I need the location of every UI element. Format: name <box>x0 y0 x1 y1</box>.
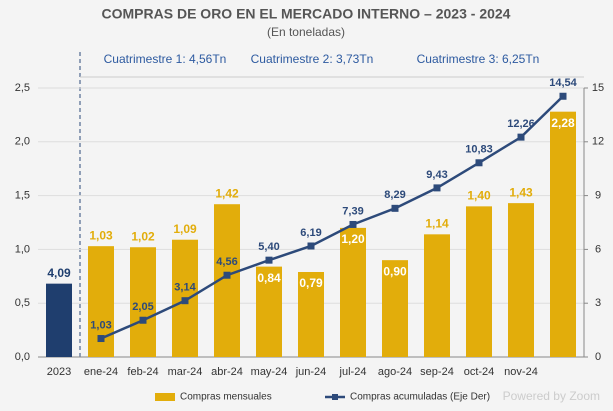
value-label: 3,14 <box>174 282 196 294</box>
value-label: 1,14 <box>425 217 449 231</box>
annotation: Cuatrimestre 2: 3,73Tn <box>251 52 374 66</box>
value-label: 10,83 <box>465 144 493 156</box>
line <box>100 95 564 340</box>
chart-title: COMPRAS DE ORO EN EL MERCADO INTERNO – 2… <box>102 6 511 22</box>
y2-tick-label: 15 <box>592 82 604 94</box>
line-point <box>433 184 441 192</box>
value-label: 1,03 <box>90 319 111 331</box>
bar <box>466 206 492 357</box>
x-tick-label: mar-24 <box>168 366 203 378</box>
line-point <box>349 220 357 228</box>
chart-subtitle: (En toneladas) <box>267 25 345 39</box>
value-label: 9,43 <box>426 169 447 181</box>
line-point <box>307 242 315 250</box>
line-point <box>559 92 567 100</box>
value-label: 0,79 <box>299 276 323 290</box>
bar <box>340 227 366 357</box>
bar <box>298 271 324 357</box>
y-tick-label: 0,0 <box>15 351 30 363</box>
value-label: 1,02 <box>131 229 155 243</box>
bar <box>46 283 72 357</box>
value-label: 1,03 <box>89 228 113 242</box>
x-tick-label: may-24 <box>251 366 288 378</box>
x-tick-label: abr-24 <box>211 366 243 378</box>
value-label: 1,42 <box>215 186 239 200</box>
value-label: 7,39 <box>342 205 363 217</box>
legend-swatch <box>332 394 338 400</box>
y2-tick-label: 12 <box>592 136 604 148</box>
value-label: 1,09 <box>173 222 197 236</box>
value-label: 8,29 <box>384 189 405 201</box>
y2-tick-label: 9 <box>595 190 601 202</box>
watermark: Powered by Zoom <box>503 389 600 403</box>
line-point <box>223 271 231 279</box>
y-tick-label: 1,0 <box>15 243 30 255</box>
x-tick-label: sep-24 <box>420 366 454 378</box>
value-label: 0,90 <box>383 264 407 278</box>
annotation: Cuatrimestre 3: 6,25Tn <box>417 52 540 66</box>
bar <box>130 247 156 357</box>
x-tick-label: ene-24 <box>84 366 118 378</box>
line-point <box>475 159 483 167</box>
legend-label: Compras mensuales <box>180 392 272 403</box>
x-tick-label: ago-24 <box>378 366 412 378</box>
value-label: 6,19 <box>300 227 321 239</box>
bar <box>508 203 534 357</box>
y-tick-label: 0,5 <box>15 297 30 309</box>
bar <box>550 111 576 357</box>
x-tick-label: jul-24 <box>339 366 367 378</box>
line-point <box>517 133 525 141</box>
value-label: 0,84 <box>257 271 281 285</box>
y2-tick-label: 3 <box>595 297 601 309</box>
legend-label: Compras acumuladas (Eje Der) <box>350 392 490 403</box>
y-tick-label: 2,5 <box>15 82 30 94</box>
y2-tick-label: 6 <box>595 243 601 255</box>
x-tick-label: jun-24 <box>295 366 327 378</box>
bar <box>256 266 282 357</box>
value-label: 12,26 <box>507 118 535 130</box>
y-tick-label: 2,0 <box>15 136 30 148</box>
value-label: 4,56 <box>216 256 237 268</box>
value-label: 1,20 <box>341 232 365 246</box>
value-label: 1,43 <box>509 185 533 199</box>
annotation: Cuatrimestre 1: 4,56Tn <box>104 52 227 66</box>
y2-tick-label: 0 <box>595 351 601 363</box>
bar <box>382 260 408 357</box>
line-point <box>265 256 273 264</box>
value-label: 5,40 <box>258 241 279 253</box>
line-point <box>181 297 189 305</box>
value-label: 4,09 <box>47 266 71 280</box>
line-point <box>391 204 399 212</box>
x-tick-label: 2023 <box>47 366 71 378</box>
y-tick-label: 1,5 <box>15 190 30 202</box>
x-tick-label: nov-24 <box>504 366 538 378</box>
value-label: 2,05 <box>132 301 153 313</box>
x-tick-label: feb-24 <box>127 366 158 378</box>
line-point <box>139 316 147 324</box>
line-point <box>97 335 105 343</box>
x-tick-label: oct-24 <box>464 366 495 378</box>
bar <box>424 234 450 357</box>
value-label: 1,40 <box>467 189 491 203</box>
legend-swatch <box>155 393 175 401</box>
value-label: 14,54 <box>549 77 577 89</box>
value-label: 2,28 <box>551 116 575 130</box>
